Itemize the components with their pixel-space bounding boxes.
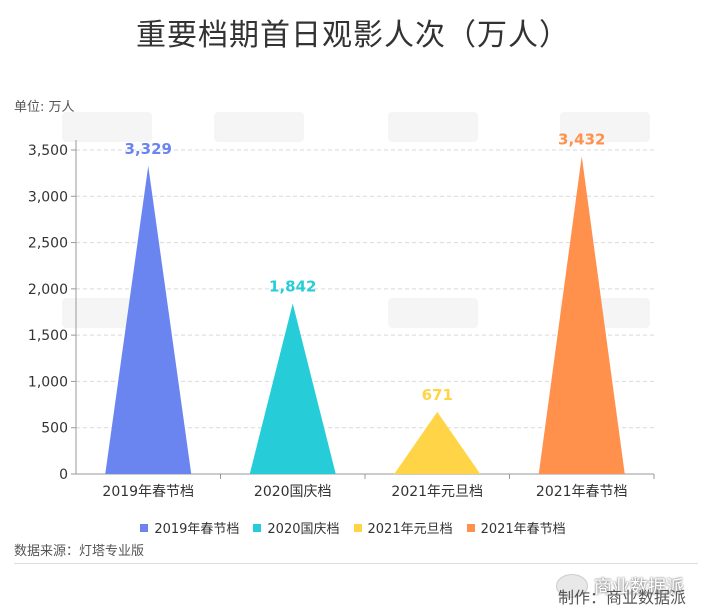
y-tick-label: 0 xyxy=(59,467,68,483)
legend-item[interactable]: 2021年春节档 xyxy=(466,518,566,537)
watermark xyxy=(214,112,304,142)
x-tick-label: 2020国庆档 xyxy=(254,484,332,500)
triangle-bar xyxy=(105,165,192,474)
footer-credit: 制作：商业数据派 xyxy=(557,588,686,607)
y-tick-label: 2,500 xyxy=(28,236,68,252)
triangle-bar xyxy=(249,303,336,474)
legend-swatch xyxy=(253,523,262,532)
legend-swatch xyxy=(140,523,149,532)
y-tick-label: 500 xyxy=(41,421,68,437)
watermark xyxy=(560,112,650,142)
y-tick-label: 1,000 xyxy=(28,374,68,390)
legend-label: 2019年春节档 xyxy=(154,522,240,537)
data-label: 671 xyxy=(422,386,453,404)
legend-label: 2021年元旦档 xyxy=(367,522,453,537)
triangle-bar xyxy=(394,411,481,474)
data-label: 1,842 xyxy=(269,277,316,295)
legend-swatch xyxy=(466,523,475,532)
legend-label: 2021年春节档 xyxy=(480,522,566,537)
wechat-icon xyxy=(556,574,588,598)
x-tick-label: 2021年元旦档 xyxy=(391,484,483,500)
y-tick-label: 1,500 xyxy=(28,328,68,344)
data-source: 数据来源：灯塔专业版 xyxy=(14,544,145,559)
y-tick-label: 3,000 xyxy=(28,189,68,205)
data-label: 3,432 xyxy=(558,130,605,148)
legend-swatch xyxy=(353,523,362,532)
wechat-badge: 商业数据派 xyxy=(556,573,684,599)
divider xyxy=(14,563,698,564)
x-tick-label: 2021年春节档 xyxy=(536,484,628,500)
legend: 2019年春节档 2020国庆档 2021年元旦档 2021年春节档 xyxy=(0,518,706,537)
legend-label: 2020国庆档 xyxy=(267,522,340,537)
y-tick-label: 3,500 xyxy=(28,143,68,159)
legend-item[interactable]: 2020国庆档 xyxy=(253,518,340,537)
wechat-name: 商业数据派 xyxy=(594,577,684,598)
x-tick-label: 2019年春节档 xyxy=(102,484,194,500)
watermark xyxy=(388,112,478,142)
watermark xyxy=(388,298,478,328)
chart-title: 重要档期首日观影人次（万人） xyxy=(136,18,570,53)
legend-item[interactable]: 2021年元旦档 xyxy=(353,518,453,537)
unit-label: 单位: 万人 xyxy=(14,100,75,115)
y-tick-label: 2,000 xyxy=(28,282,68,298)
chart-canvas: 0 500 1,000 1,500 2,000 2,500 3,000 3,500 3,329 2… xyxy=(28,130,655,500)
triangle-bar xyxy=(538,156,625,474)
data-label: 3,329 xyxy=(125,140,172,158)
legend-item[interactable]: 2019年春节档 xyxy=(140,518,239,537)
watermark xyxy=(62,112,152,142)
